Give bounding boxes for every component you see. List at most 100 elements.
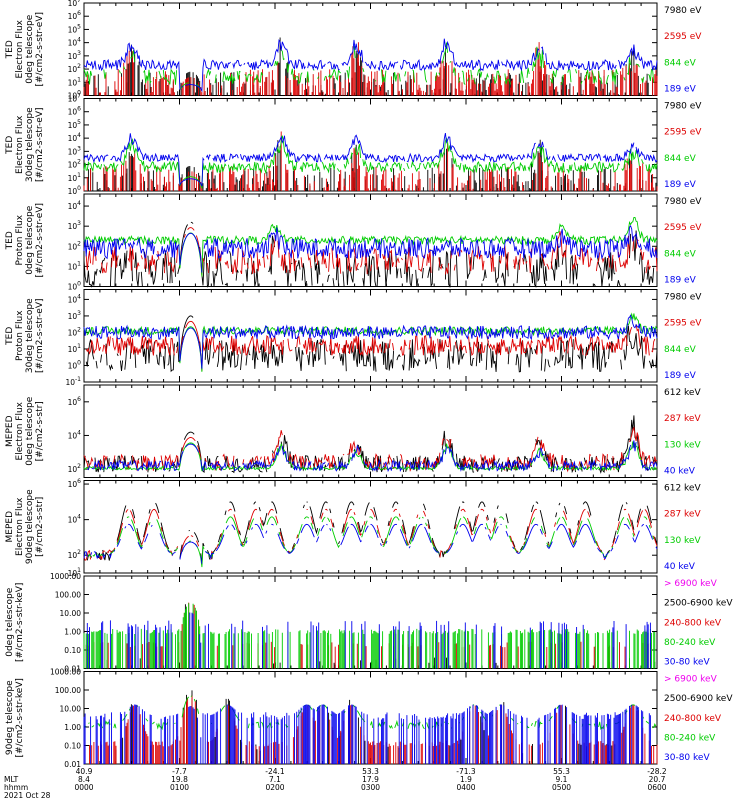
ytick-label: 104 (68, 293, 82, 304)
x-axis: 40.98.40000-7.719.80100-24.17.1020053.31… (4, 767, 667, 800)
ytick-exponent: 4 (77, 293, 81, 300)
legend-entry: 2500-6900 keV (664, 694, 733, 704)
panel-frame (83, 480, 658, 574)
ytick-label: 106 (68, 478, 82, 489)
legend-entry: 2595 eV (664, 319, 702, 329)
ytick-exponent: 4 (77, 514, 81, 521)
panel-4: 102 104 106 MEPED Electron Flux 0deg telescop… (5, 384, 701, 478)
xtick-label: 0400 (456, 783, 475, 792)
y-axis-label: [#/cm2-s-str-eV] (35, 12, 45, 87)
series-line (106, 604, 656, 669)
ytick-label: 101 (68, 343, 82, 354)
ytick-label: 105 (68, 119, 82, 130)
date-label: 2021 Oct 28 (4, 791, 51, 800)
xtick-label: 17.9 (362, 775, 379, 784)
xtick-label: 8.4 (78, 775, 90, 784)
xtick-label: 0100 (170, 783, 189, 792)
ytick-exponent: 0 (77, 281, 81, 288)
legend-entry: 287 keV (664, 510, 701, 520)
legend-entry: 612 keV (664, 484, 701, 494)
series-line (83, 42, 658, 96)
ytick-exponent: 1 (77, 567, 81, 574)
xtick-label: 19.8 (171, 775, 188, 784)
ytick-label: 102 (68, 549, 82, 560)
legend-entry: 40 keV (664, 467, 696, 477)
series-line (83, 131, 658, 191)
y-axis-label: Electron Flux (15, 401, 25, 460)
ytick-label: 105 (68, 23, 82, 34)
ytick-exponent: 2 (77, 240, 81, 247)
ytick-exponent: 4 (77, 200, 81, 207)
ytick-label: 102 (68, 63, 82, 74)
y-axis-label: 90deg telescope (5, 680, 15, 755)
y-axis-label: [#/cm2-s-str-eV] (35, 298, 45, 373)
y-axis-label: 0deg telescope (25, 14, 35, 84)
ytick-label: 104 (68, 200, 82, 211)
ytick-label: 103 (68, 220, 82, 231)
y-axis-label: 0deg telescope (25, 205, 35, 275)
series-line (85, 315, 658, 373)
panel-5: 101 102 104 106 MEPED Electron Flux 90deg tele… (5, 478, 701, 578)
legend-entry: 40 keV (664, 562, 696, 572)
legend-entry: 287 keV (664, 414, 701, 424)
legend-entry: 130 keV (664, 440, 701, 450)
ytick-label: 100 (68, 359, 82, 370)
ytick-exponent: 0 (77, 359, 81, 366)
xtick-label: -71.3 (456, 767, 476, 776)
series-line (87, 440, 658, 473)
ytick-label: 1.00 (64, 628, 81, 637)
series-line (86, 612, 651, 669)
legend-entry: 844 eV (664, 345, 697, 355)
ytick-exponent: 7 (77, 93, 81, 100)
legend-entry: > 6900 keV (664, 675, 718, 685)
y-axis-label: 30deg telescope (25, 107, 35, 182)
xtick-label: 40.9 (76, 767, 93, 776)
series-line (83, 704, 651, 764)
series-line (86, 501, 658, 566)
y-axis-label: [#/cm2-s-str-eV] (35, 203, 45, 278)
ytick-exponent: 4 (77, 132, 81, 139)
ytick-label: 103 (68, 145, 82, 156)
legend-entry: 7980 eV (664, 102, 702, 112)
ytick-label: 0.10 (64, 646, 81, 655)
ytick-label: 1.00 (64, 723, 81, 732)
legend-entry: 2500-6900 keV (664, 599, 733, 609)
ytick-label: 100 (68, 281, 82, 292)
ytick-label: 102 (68, 159, 82, 170)
legend-entry: 7980 eV (664, 6, 702, 16)
y-axis-label: TED (5, 40, 15, 59)
xtick-label: -24.1 (265, 767, 285, 776)
y-axis-label: Proton Flux (15, 214, 25, 265)
ytick-label: 104 (68, 132, 82, 143)
ytick-label: 101 (68, 76, 82, 87)
legend-entry: 2595 eV (664, 223, 702, 233)
ytick-label: 106 (68, 10, 82, 21)
y-axis-label: 0deg telescope (5, 587, 15, 657)
xtick-label: 0300 (361, 783, 380, 792)
series-line (83, 38, 658, 93)
ytick-label: 101 (68, 172, 82, 183)
series-line (83, 133, 658, 187)
ytick-exponent: 4 (77, 37, 81, 44)
ytick-label: 103 (68, 310, 82, 321)
legend-entry: 7980 eV (664, 293, 702, 303)
ytick-label: 0.01 (64, 760, 81, 769)
y-axis-label: MEPED (5, 511, 15, 543)
ytick-label: 104 (68, 429, 82, 440)
ytick-exponent: 1 (77, 76, 81, 83)
ytick-label: 104 (68, 37, 82, 48)
ytick-label: 100.00 (55, 686, 81, 695)
ytick-exponent: 3 (77, 220, 81, 227)
xtick-label: 7.1 (269, 775, 281, 784)
ytick-label: 107 (68, 93, 82, 104)
legend-entry: 844 eV (664, 249, 697, 259)
ytick-exponent: 0 (77, 90, 81, 97)
legend-entry: 240-800 keV (664, 618, 722, 628)
xtick-label: 9.1 (556, 775, 568, 784)
xtick-label: 55.3 (553, 767, 570, 776)
ytick-exponent: 6 (77, 106, 81, 113)
